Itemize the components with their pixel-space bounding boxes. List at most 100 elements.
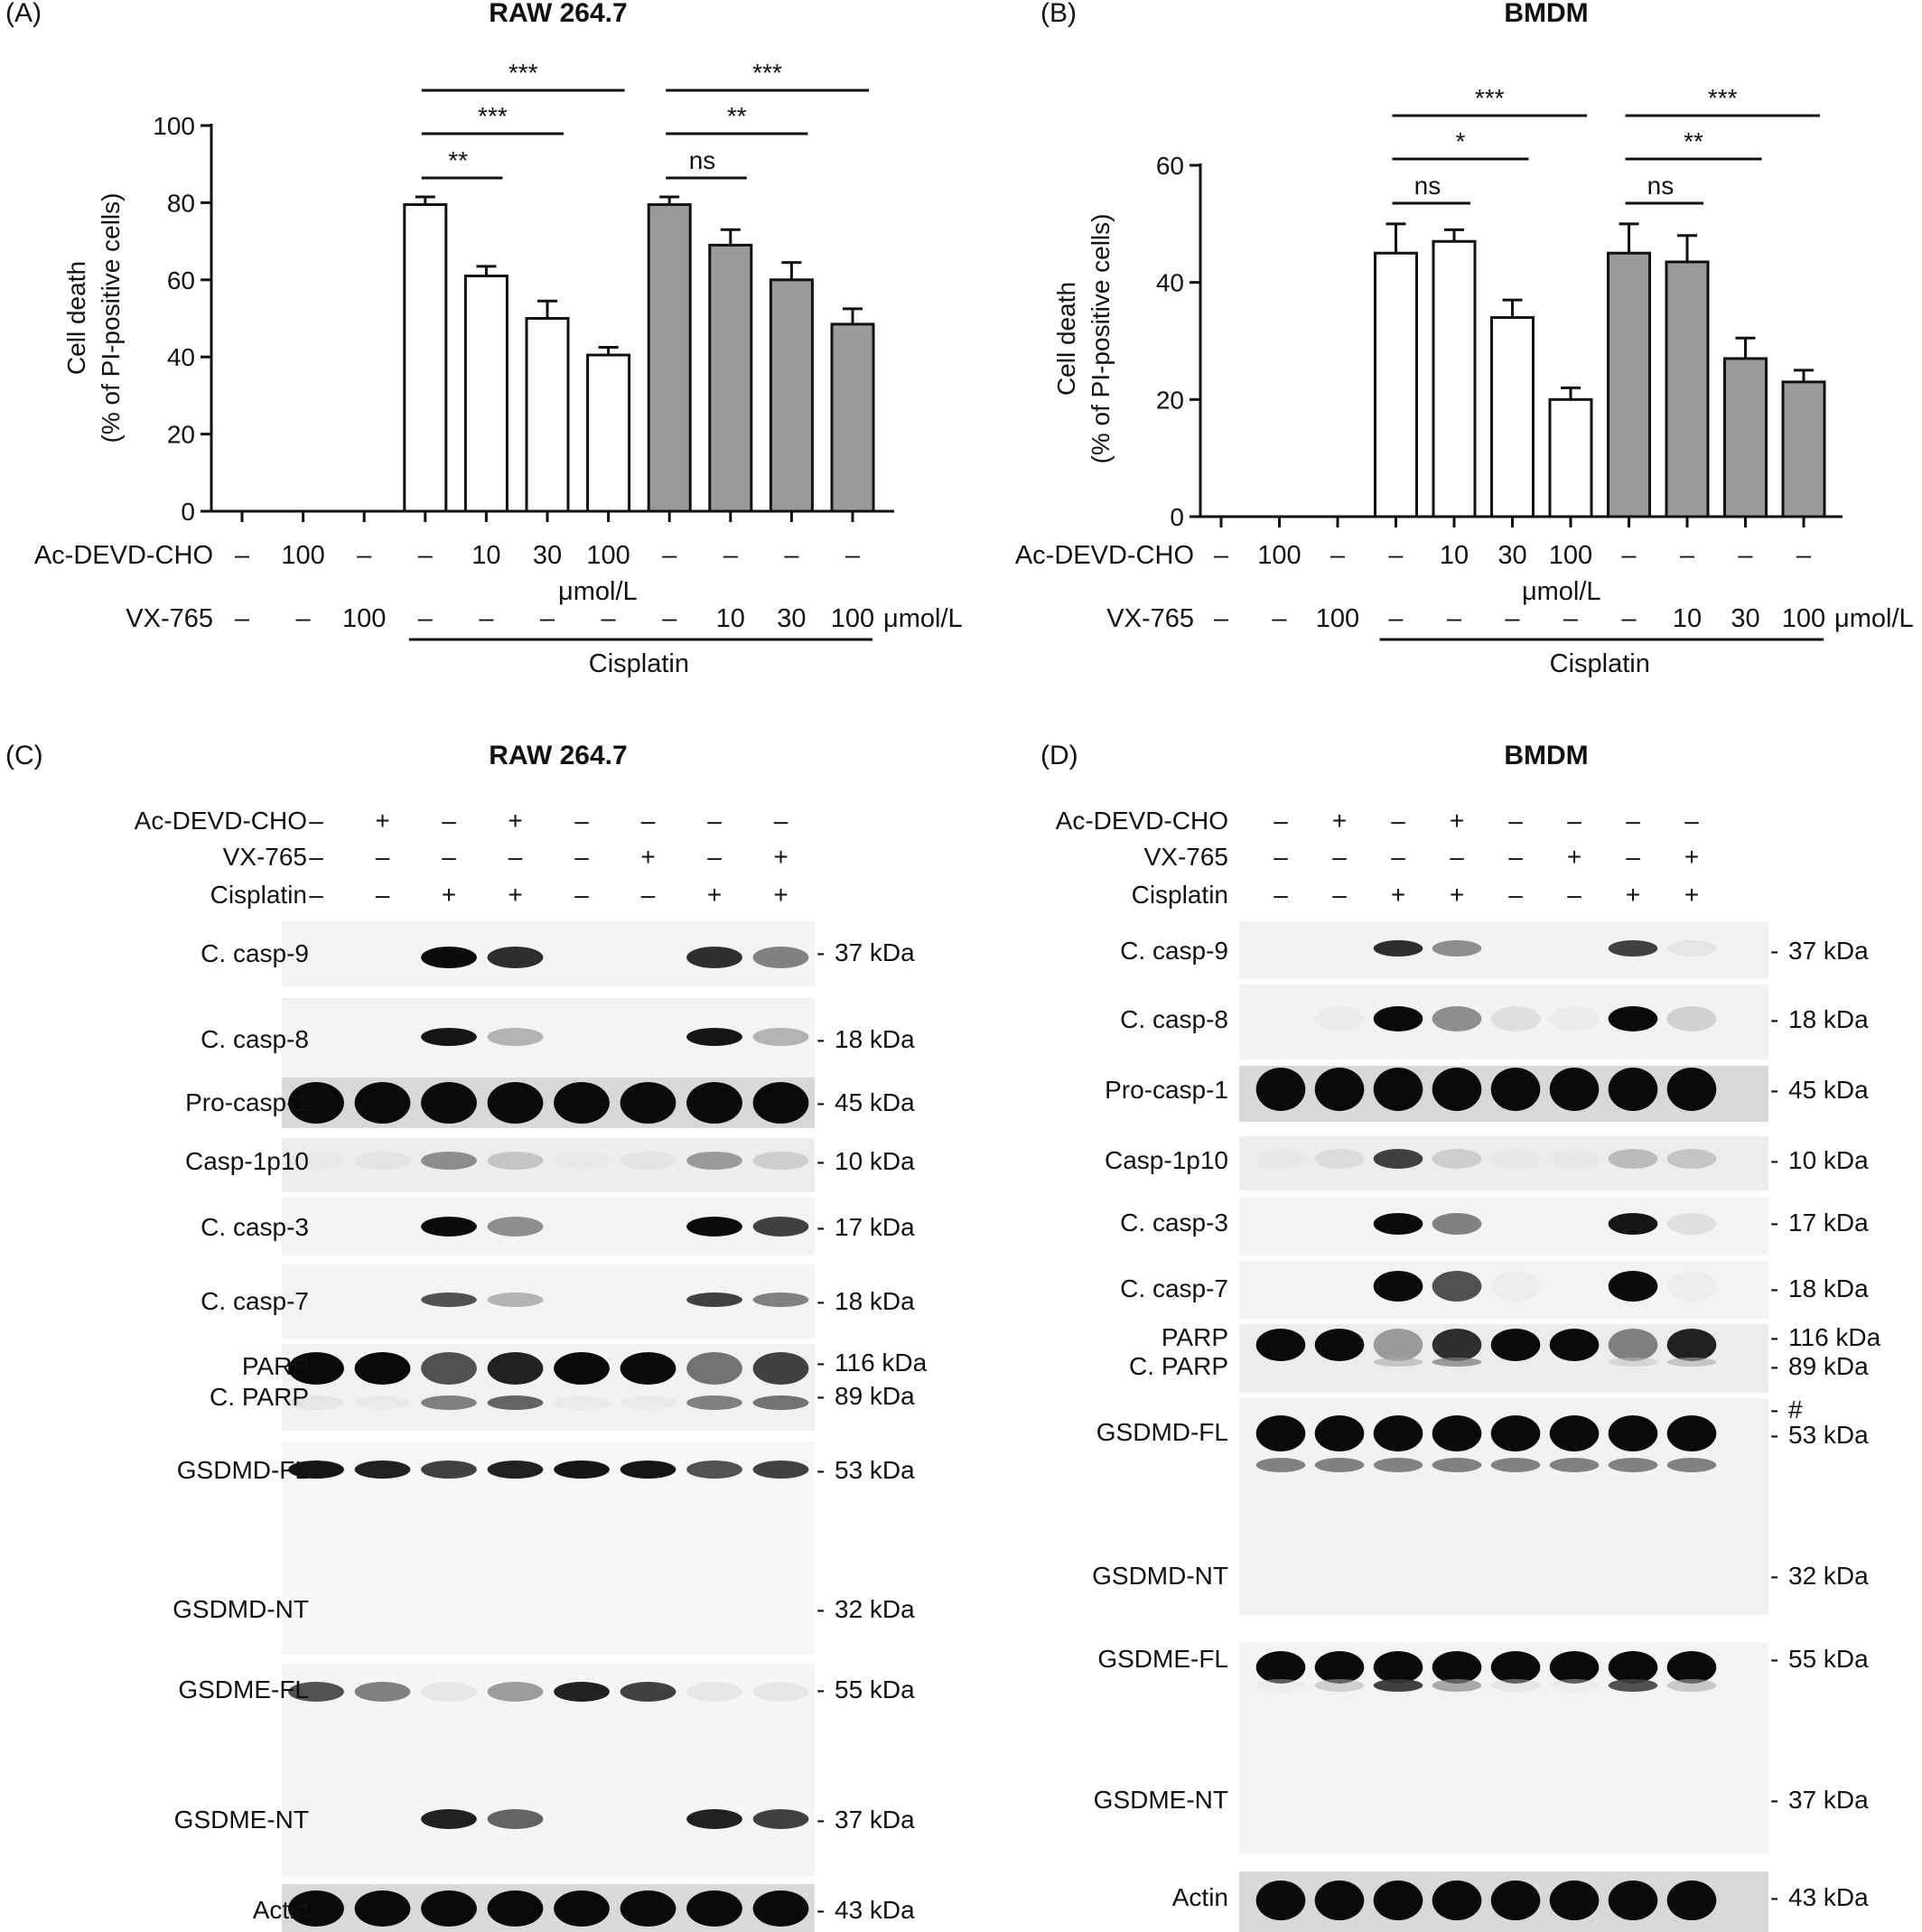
size-marker: 43 kDa bbox=[835, 1896, 915, 1924]
protein-band bbox=[1549, 1458, 1600, 1472]
y-tick-label: 0 bbox=[1170, 503, 1184, 531]
size-marker: 37 kDa bbox=[1788, 1786, 1869, 1814]
protein-band bbox=[1608, 1213, 1658, 1235]
treatment-value: 100 bbox=[831, 604, 874, 633]
size-marker: 55 kDa bbox=[835, 1675, 915, 1703]
treatment-sign: + bbox=[1332, 807, 1347, 835]
size-marker-dash: - bbox=[816, 1025, 825, 1053]
protein-band bbox=[1490, 1068, 1541, 1111]
treatment-value: – bbox=[1563, 604, 1579, 633]
size-marker-dash: - bbox=[816, 1896, 825, 1924]
treatment-sign: – bbox=[1508, 807, 1523, 835]
significance-label: ns bbox=[1414, 172, 1442, 200]
treatment-sign: – bbox=[309, 881, 323, 909]
protein-band bbox=[554, 1890, 610, 1927]
treatment-sign: – bbox=[442, 843, 456, 871]
treatment-sign: – bbox=[1508, 881, 1523, 909]
protein-band bbox=[1373, 1415, 1423, 1451]
size-marker: 53 kDa bbox=[835, 1456, 915, 1484]
protein-band bbox=[686, 1082, 742, 1124]
protein-band bbox=[686, 1028, 742, 1046]
treatment-value: – bbox=[845, 541, 861, 570]
treatment-value: – bbox=[235, 604, 250, 633]
chart-b-ylabel-line1: Cell death bbox=[1052, 282, 1080, 396]
treatment-sign: – bbox=[376, 843, 390, 871]
protein-band bbox=[1255, 1651, 1306, 1684]
chart-b-ylabel-line2: (% of PI-positive cells) bbox=[1087, 214, 1115, 464]
protein-band bbox=[620, 1461, 676, 1479]
bar bbox=[769, 278, 814, 513]
protein-label: C. casp-8 bbox=[201, 1025, 309, 1053]
protein-band bbox=[1666, 1358, 1717, 1367]
protein-band bbox=[1314, 1006, 1365, 1031]
size-marker-dash: - bbox=[816, 1147, 825, 1175]
size-marker: 18 kDa bbox=[835, 1025, 915, 1053]
significance-label: *** bbox=[508, 59, 538, 87]
protein-band bbox=[421, 1152, 477, 1170]
protein-band bbox=[686, 1293, 742, 1307]
treatment-value: – bbox=[418, 604, 434, 633]
protein-band bbox=[686, 1890, 742, 1927]
protein-band bbox=[1432, 1358, 1482, 1367]
bar bbox=[1490, 316, 1535, 518]
treatment-value: 30 bbox=[777, 604, 806, 633]
chart-a-ylabel-line2: (% of PI-positive cells) bbox=[97, 193, 125, 443]
protein-band bbox=[1490, 1651, 1541, 1684]
bar bbox=[1781, 380, 1826, 518]
protein-band bbox=[1432, 1458, 1482, 1472]
protein-band bbox=[1608, 1329, 1658, 1361]
protein-band bbox=[1432, 1006, 1482, 1031]
protein-band bbox=[620, 1152, 676, 1170]
treatment-value: – bbox=[1214, 541, 1229, 570]
treatment-sign: – bbox=[309, 807, 323, 835]
treatment-value: – bbox=[1447, 604, 1462, 633]
protein-band bbox=[1432, 1271, 1482, 1302]
size-marker: 37 kDa bbox=[835, 938, 915, 966]
protein-band bbox=[354, 1152, 411, 1170]
protein-band bbox=[1666, 1329, 1717, 1361]
treatment-sign: – bbox=[574, 843, 589, 871]
treatment-value: – bbox=[357, 541, 372, 570]
treatment-value: – bbox=[296, 604, 312, 633]
size-marker-dash: - bbox=[1770, 1786, 1778, 1814]
treatment-value: 10 bbox=[1673, 604, 1702, 633]
blot-strip bbox=[1239, 1198, 1768, 1255]
size-marker-dash: - bbox=[1770, 1421, 1778, 1449]
size-marker-dash: - bbox=[1770, 1274, 1778, 1302]
chart-a-ylabel-line1: Cell death bbox=[62, 261, 90, 375]
protein-band bbox=[1432, 1068, 1482, 1111]
protein-band bbox=[288, 1152, 344, 1170]
protein-band bbox=[620, 1352, 676, 1385]
protein-label: C. casp-7 bbox=[201, 1287, 309, 1315]
bar bbox=[1432, 239, 1477, 518]
treatment-value: 100 bbox=[1782, 604, 1825, 633]
treatment-sign: – bbox=[1626, 843, 1640, 871]
treatment-sign: – bbox=[1274, 881, 1288, 909]
size-marker-dash: - bbox=[1770, 1395, 1778, 1423]
protein-band bbox=[487, 1682, 544, 1702]
protein-band bbox=[487, 1395, 544, 1410]
treatment-sign: – bbox=[1684, 807, 1699, 835]
treatment-sign: – bbox=[1332, 843, 1347, 871]
protein-label: C. PARP bbox=[1129, 1352, 1228, 1380]
treatment-sign: – bbox=[1567, 807, 1581, 835]
treatment-sign: + bbox=[773, 881, 788, 909]
treatment-label: VX-765 bbox=[223, 843, 307, 871]
treatment-value: 100 bbox=[586, 541, 630, 570]
protein-band bbox=[1490, 1329, 1541, 1361]
bar bbox=[403, 203, 448, 513]
protein-label: GSDME-NT bbox=[174, 1806, 309, 1834]
unit-label: μmol/L bbox=[1834, 604, 1914, 633]
protein-band bbox=[554, 1682, 610, 1702]
protein-band bbox=[1432, 1149, 1482, 1169]
panel-c-letter: (C) bbox=[5, 741, 43, 770]
protein-band bbox=[620, 1082, 676, 1124]
size-marker-dash: - bbox=[816, 1675, 825, 1703]
treatment-value: 100 bbox=[281, 541, 324, 570]
protein-band bbox=[288, 1082, 344, 1124]
treatment-label: Ac-DEVD-CHO bbox=[135, 807, 307, 835]
treatment-value: 100 bbox=[1549, 541, 1592, 570]
size-marker-dash: - bbox=[1770, 1005, 1778, 1033]
treatment-value: – bbox=[1388, 604, 1404, 633]
